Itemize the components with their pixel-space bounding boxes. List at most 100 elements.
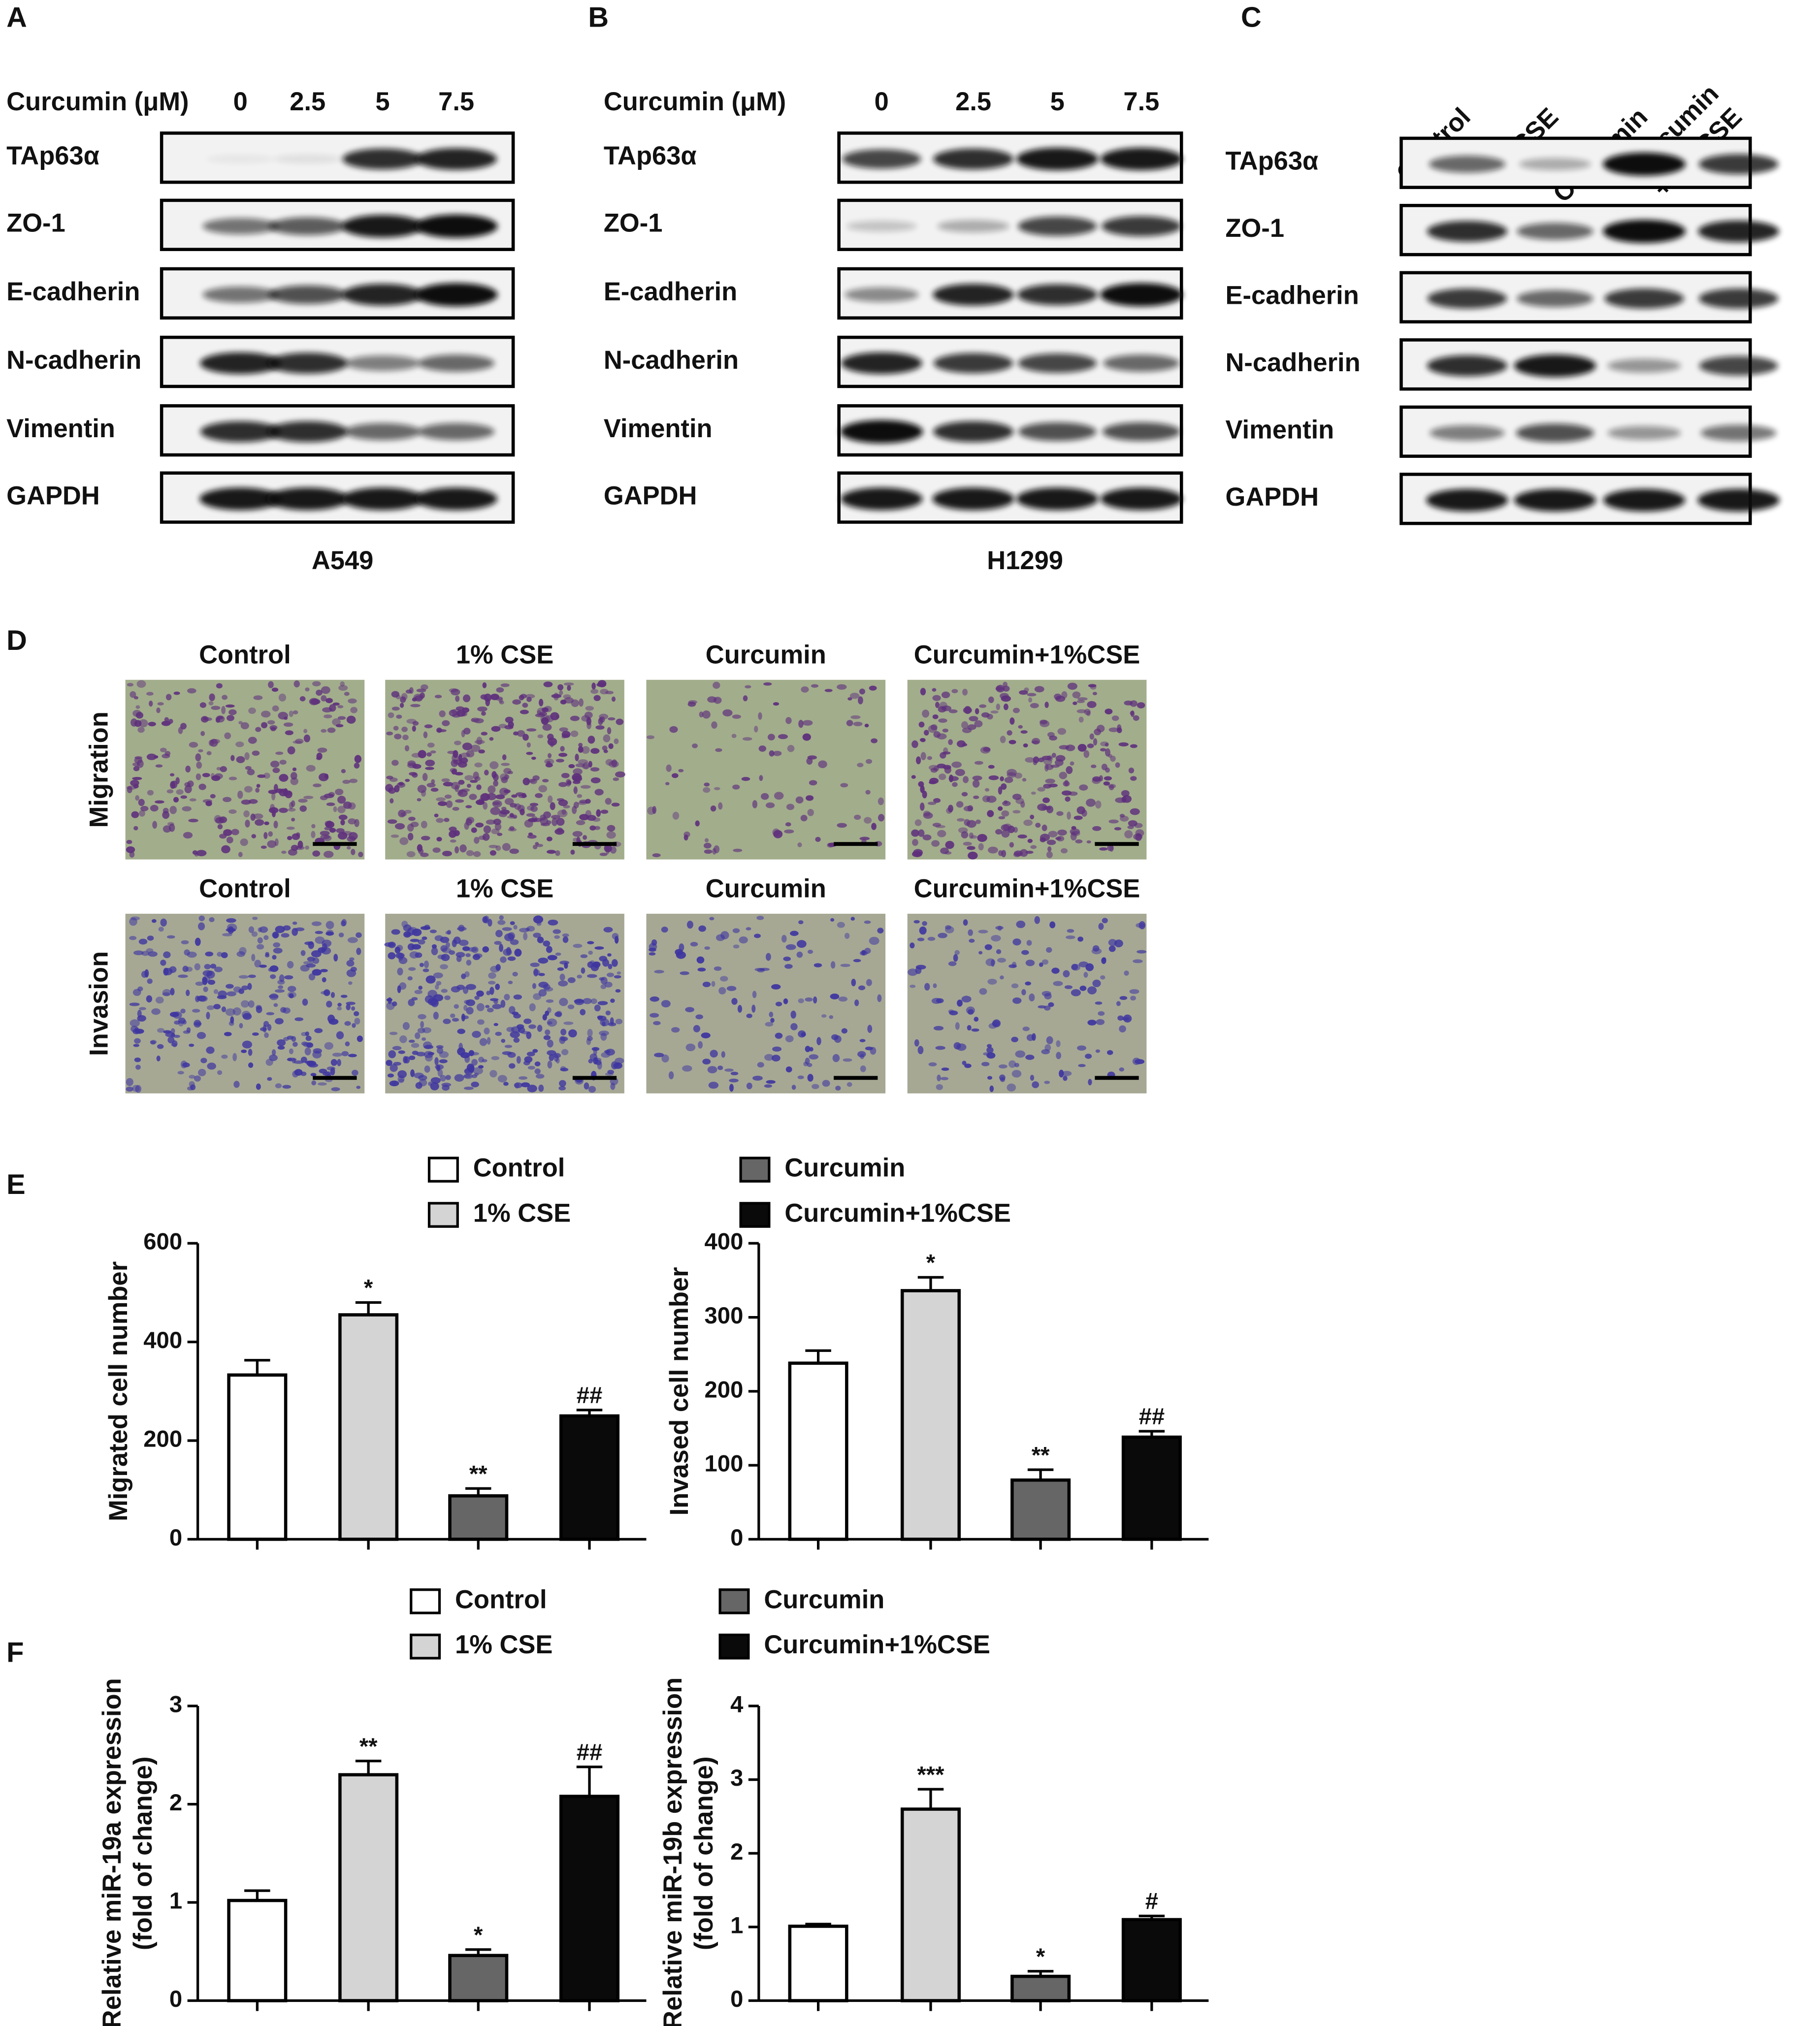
cell	[500, 999, 506, 1008]
cell	[1034, 686, 1044, 693]
band	[1016, 487, 1099, 511]
cell	[161, 720, 171, 726]
cell	[977, 834, 987, 842]
cell	[492, 1003, 502, 1009]
cell	[850, 715, 861, 719]
band	[1607, 426, 1681, 440]
cell	[497, 833, 503, 836]
legend-swatch	[410, 1588, 441, 1614]
cell	[838, 996, 848, 1002]
cell	[546, 946, 552, 953]
cell	[731, 997, 738, 1005]
cell	[527, 835, 537, 839]
cell	[548, 795, 553, 803]
cell	[987, 978, 997, 985]
cell	[986, 1047, 994, 1054]
cell	[230, 755, 235, 761]
cell	[245, 766, 252, 770]
cell	[809, 1054, 819, 1060]
cell	[754, 933, 761, 938]
cell	[1047, 755, 1053, 762]
cell	[1000, 693, 1009, 699]
band	[1018, 216, 1097, 236]
cell	[244, 786, 253, 793]
cell	[1119, 1025, 1126, 1033]
cell	[320, 795, 328, 801]
band	[1426, 489, 1508, 512]
cell	[773, 750, 782, 756]
cell	[984, 788, 990, 792]
cell	[805, 1058, 810, 1064]
cell	[548, 753, 552, 758]
cell	[324, 989, 330, 997]
cell	[165, 694, 172, 701]
cell	[479, 1038, 488, 1046]
cell	[703, 787, 711, 793]
cell	[1056, 811, 1064, 816]
y-tick-label: 4	[730, 1692, 744, 1718]
cell	[399, 703, 404, 708]
panel-label: E	[6, 1169, 26, 1200]
cell	[346, 846, 351, 850]
cell	[690, 942, 698, 947]
cell	[570, 715, 580, 721]
cell	[346, 960, 355, 967]
cell	[1000, 975, 1004, 980]
cell	[425, 760, 435, 767]
cell	[809, 1047, 813, 1052]
cell	[224, 1031, 232, 1036]
cell	[1092, 778, 1101, 784]
cell	[935, 702, 940, 708]
legend-label: Curcumin+1%CSE	[784, 1198, 1011, 1227]
cell	[767, 734, 775, 740]
cell	[391, 760, 399, 766]
cell	[449, 830, 457, 838]
cell	[1083, 971, 1088, 978]
cell	[730, 1071, 739, 1076]
cell	[412, 772, 418, 778]
cell	[412, 721, 419, 726]
micrograph	[646, 679, 886, 860]
cell	[308, 973, 316, 981]
cell	[272, 955, 277, 960]
band	[344, 423, 421, 441]
cell	[560, 746, 565, 752]
cell	[920, 688, 926, 696]
cell	[545, 1029, 551, 1035]
cell	[695, 1014, 703, 1020]
cell	[733, 848, 743, 852]
cell	[940, 1077, 949, 1081]
cells	[911, 681, 1145, 860]
cell	[519, 928, 529, 933]
cell	[1041, 1049, 1050, 1055]
cell	[126, 1087, 133, 1092]
cell	[1090, 685, 1097, 690]
cell	[951, 761, 962, 768]
cell	[218, 990, 227, 998]
cell	[449, 950, 455, 955]
cell	[1077, 936, 1084, 942]
cell	[1121, 790, 1130, 797]
cell	[928, 765, 939, 771]
cell	[387, 1073, 394, 1078]
cell	[584, 1082, 589, 1090]
cell	[837, 922, 845, 928]
cell	[418, 939, 425, 945]
cell	[671, 1027, 680, 1033]
cell	[391, 707, 400, 711]
cell	[147, 935, 154, 941]
cell	[572, 831, 583, 837]
cell	[599, 852, 608, 856]
cell	[466, 783, 471, 788]
cell	[615, 1058, 624, 1064]
cell	[389, 777, 398, 782]
cell	[421, 836, 430, 840]
cell	[963, 919, 968, 926]
cell	[289, 710, 294, 717]
cell	[539, 699, 544, 707]
cell	[304, 1061, 314, 1064]
cell	[913, 849, 923, 857]
cell	[437, 801, 448, 806]
cell	[209, 917, 215, 922]
cell	[693, 1025, 701, 1032]
